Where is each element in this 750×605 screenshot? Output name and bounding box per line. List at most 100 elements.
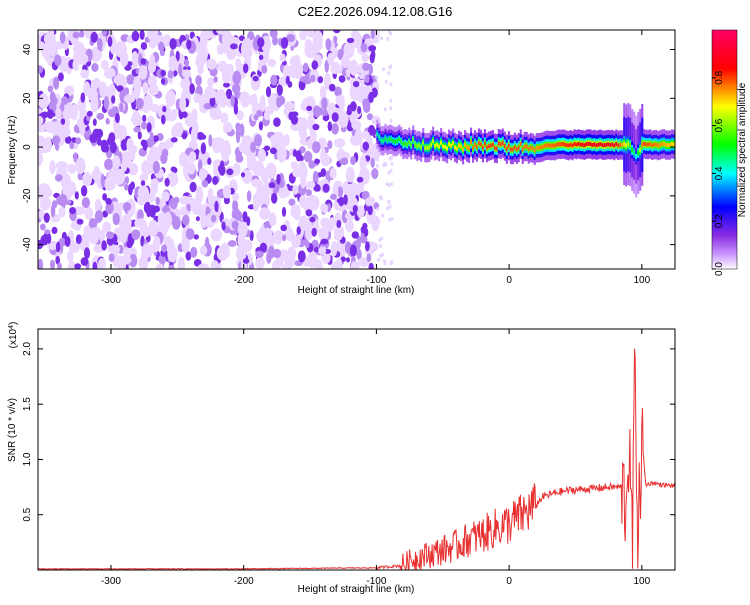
signal-cell: [669, 143, 672, 147]
noise-blob: [301, 117, 308, 132]
noise-blob: [93, 165, 100, 180]
noise-blob: [370, 30, 375, 40]
noise-blob: [246, 216, 251, 226]
noise-blob: [356, 176, 364, 183]
noise-blob: [275, 136, 287, 149]
noise-blob: [133, 76, 142, 94]
noise-blob: [389, 106, 393, 111]
signal-cell: [593, 142, 596, 147]
signal-cell: [412, 138, 415, 142]
noise-blob: [338, 75, 346, 83]
noise-blob: [123, 202, 132, 212]
noise-blob: [80, 185, 88, 197]
noise-blob: [350, 101, 357, 112]
signal-cell: [501, 141, 504, 145]
noise-blob: [276, 96, 283, 108]
noise-blob: [257, 148, 267, 162]
noise-blob: [181, 131, 188, 140]
noise-blob: [376, 207, 380, 212]
noise-blob: [333, 30, 341, 34]
noise-blob: [309, 216, 316, 223]
noise-blob: [273, 235, 282, 245]
figure-title: C2E2.2026.094.12.08.G16: [298, 4, 453, 19]
signal-cell: [555, 142, 558, 147]
noise-blob: [390, 161, 394, 166]
noise-blob: [134, 218, 141, 228]
noise-blob: [49, 91, 56, 103]
snr-x-axis-label: Height of straight line (km): [298, 584, 415, 595]
noise-blob: [55, 255, 60, 265]
noise-blob: [384, 79, 388, 84]
noise-blob: [256, 109, 264, 117]
snr-y-axis: 0.5 1.0 1.5 2.0: [22, 342, 675, 522]
noise-blob: [38, 93, 49, 109]
signal-cell: [587, 141, 590, 146]
noise-blob: [345, 166, 355, 183]
noise-blob: [231, 192, 240, 201]
noise-blob: [162, 105, 167, 113]
noise-blob: [52, 135, 61, 145]
noise-blob: [310, 74, 316, 83]
noise-blob: [38, 136, 47, 152]
noise-blob: [161, 114, 166, 125]
noise-blob: [375, 75, 379, 80]
noise-blob: [356, 249, 362, 260]
noise-blob: [182, 214, 190, 226]
signal-cell: [382, 139, 385, 143]
noise-blob: [195, 185, 204, 204]
signal-cell: [635, 153, 638, 159]
signal-cell: [535, 145, 538, 150]
noise-blob: [276, 173, 281, 185]
noise-blob: [231, 220, 238, 230]
signal-cell: [406, 142, 409, 147]
noise-blob: [330, 240, 338, 257]
noise-blob: [286, 34, 296, 42]
signal-cell: [541, 145, 544, 149]
noise-blob: [325, 38, 332, 51]
noise-blob: [203, 103, 212, 110]
signal-cell: [414, 142, 417, 147]
signal-cell: [444, 145, 447, 149]
noise-blob: [140, 180, 146, 187]
noise-blob: [177, 256, 185, 269]
noise-blob: [172, 167, 178, 174]
noise-blob: [50, 204, 56, 218]
noise-blob: [216, 246, 229, 261]
noise-blob: [304, 240, 310, 249]
signal-cell: [591, 143, 594, 147]
noise-blob: [327, 121, 332, 132]
noise-blob: [174, 196, 180, 204]
signal-cell: [378, 135, 381, 140]
noise-blob: [312, 170, 319, 183]
noise-blob: [75, 234, 82, 245]
noise-blob: [236, 245, 247, 262]
colorbar: 0.0 0.2 0.4 0.6 0.8 Normalized spectral ampl…: [711, 29, 748, 276]
noise-blob: [152, 135, 159, 143]
signal-cell: [470, 140, 473, 145]
noise-blob: [186, 39, 192, 50]
signal-cell: [408, 140, 411, 145]
signal-cell: [434, 143, 437, 148]
signal-cell: [388, 137, 391, 142]
noise-blob: [334, 86, 342, 97]
noise-blob: [149, 131, 154, 145]
noise-blob: [250, 141, 256, 153]
noise-blob: [112, 212, 120, 226]
heatmap-y-tick-label: -20: [22, 188, 33, 203]
noise-blob: [210, 260, 220, 269]
noise-blob: [337, 110, 349, 128]
noise-blob: [312, 123, 320, 131]
signal-cell: [396, 139, 399, 143]
signal-cell: [456, 146, 459, 151]
noise-blob: [55, 107, 62, 120]
noise-blob: [66, 250, 74, 263]
noise-blob: [365, 196, 376, 206]
noise-blob: [223, 82, 230, 88]
noise-blob: [127, 233, 133, 245]
noise-blob: [242, 211, 248, 223]
signal-cell: [607, 142, 610, 147]
noise-blob: [367, 204, 373, 216]
noise-blob: [227, 240, 237, 247]
signal-cell: [503, 144, 506, 148]
